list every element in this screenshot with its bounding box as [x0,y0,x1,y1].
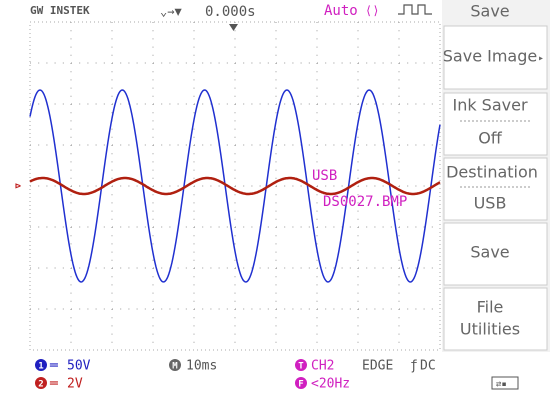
frequency: <20Hz [311,377,350,392]
filter-badge: F [298,380,303,390]
menu-box [443,287,548,351]
ch1-badge: 1 [38,362,43,372]
ch1-coupling: ═ [49,359,58,374]
waveforms [29,89,441,283]
submenu-arrow: ▸ [538,53,544,64]
menu-item[interactable]: Destination USB [443,157,548,221]
menu-box [443,92,548,156]
menu-value: USB [474,194,507,213]
timebase: 10ms [186,359,217,374]
ch2-scale: 2V [67,377,83,392]
ch1-waveform [29,89,441,283]
menu-value: Off [478,129,503,148]
menu-label: Save Image [443,47,537,66]
trigger-badge-bg [295,359,307,371]
filter-badge-bg [295,377,307,389]
menu-label: Save [470,243,509,262]
ch2-badge: 2 [38,380,43,390]
timebase-badge: M [172,362,178,372]
menu-label: Destination [446,163,538,182]
menu-item[interactable]: Save Image ▸ [443,25,548,90]
time-offset: 0.000s [205,4,256,20]
menu-label: Utilities [460,320,520,339]
menu-label: File [477,298,504,317]
status-bar: 1 ═ 50V 2 ═ 2V M 10ms T CH2 EDGE ƒ DC F … [35,359,519,392]
usb-icon [491,376,519,390]
menu-box [443,222,548,286]
trigger-type: EDGE [362,359,393,374]
ch1-badge-bg [35,359,47,371]
trigger-edge-icon [398,4,432,15]
ch2-badge-bg [35,377,47,389]
ch2-waveform [29,176,441,196]
menu: Save Save Image ▸ Ink Saver Off Destinat… [442,0,550,352]
time-icon: ⌄→▼ [160,5,182,19]
trigger-source: CH2 [311,359,334,374]
trigger-mode-icon: ⟨⟩ [365,4,379,18]
menu-title: Save [470,2,509,21]
trigger-mode: Auto [324,3,358,19]
overlay-destination: USB [312,168,337,184]
brand: GW INSTEK [30,4,90,17]
menu-item[interactable]: Ink Saver Off [443,92,548,156]
overlay-filename: DS0027.BMP [323,194,407,210]
menu-box [443,25,548,90]
ch1-scale: 50V [67,359,91,374]
menu-box [443,157,548,221]
coupling-icon: ƒ [410,359,418,374]
ch2-coupling: ═ [49,377,58,392]
trigger-badge: T [298,362,304,372]
menu-item[interactable]: Save [443,222,548,286]
timebase-badge-bg [169,359,181,371]
menu-label: Ink Saver [452,96,527,115]
graticule [29,21,441,351]
trigger-position-marker [229,24,238,31]
coupling: DC [420,359,436,374]
ch2-ground-marker: ⊳ [15,181,21,192]
usb-icon-glyph: ⇄▪ [496,380,507,390]
menu-item[interactable]: File Utilities [443,287,548,351]
